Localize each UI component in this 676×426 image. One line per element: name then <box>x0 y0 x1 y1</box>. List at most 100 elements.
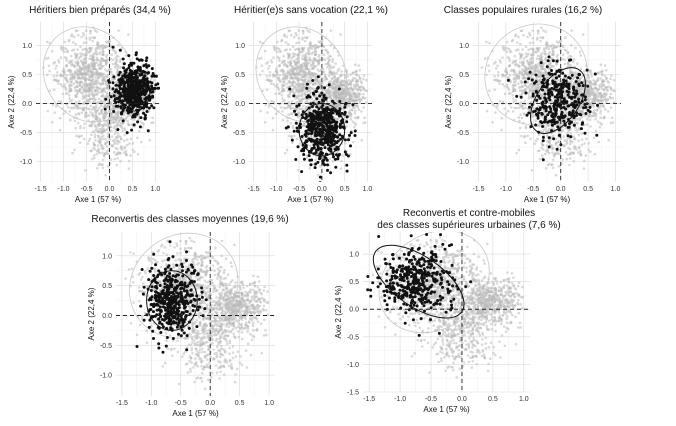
group-point <box>297 103 301 107</box>
background-point <box>291 45 295 49</box>
background-point <box>102 78 105 82</box>
y-axis-label: Axe 2 (22,4 %) <box>220 75 229 128</box>
background-point <box>348 97 351 101</box>
background-point <box>70 98 74 102</box>
group-point <box>343 102 347 106</box>
group-point <box>303 133 307 137</box>
y-tick-label: -1.0 <box>233 159 245 166</box>
background-point <box>73 119 77 123</box>
group-point <box>300 170 304 174</box>
group-point <box>133 100 137 104</box>
background-point <box>97 106 101 110</box>
background-point <box>124 149 128 153</box>
background-point <box>80 35 83 39</box>
background-point <box>78 90 81 93</box>
background-ellipse <box>42 26 135 123</box>
background-point <box>81 48 84 51</box>
background-point <box>291 90 294 93</box>
background-point <box>349 115 353 118</box>
background-point <box>101 158 105 162</box>
background-point <box>102 76 105 80</box>
background-point <box>317 40 321 43</box>
background-point <box>288 91 292 94</box>
background-point <box>263 121 267 124</box>
background-point <box>523 100 527 103</box>
background-point <box>319 79 322 82</box>
background-point <box>151 116 154 120</box>
background-point <box>289 63 292 67</box>
background-point <box>133 150 136 154</box>
background-point <box>349 73 352 76</box>
background-point <box>297 53 301 57</box>
background-point <box>80 111 83 115</box>
background-point <box>334 86 338 89</box>
background-point <box>91 122 94 126</box>
background-point <box>88 137 92 141</box>
background-point <box>96 72 100 76</box>
group-point <box>335 145 339 149</box>
background-point <box>316 68 320 71</box>
background-point <box>271 128 275 132</box>
background-point <box>557 164 561 168</box>
group-point <box>309 117 313 121</box>
background-point <box>329 95 333 99</box>
background-point <box>286 119 289 123</box>
background-point <box>100 135 103 139</box>
background-point <box>99 104 103 107</box>
group-point <box>315 115 319 118</box>
background-point <box>153 78 156 82</box>
group-point <box>117 100 120 104</box>
background-point <box>78 141 82 144</box>
background-point <box>289 73 292 77</box>
background-point <box>290 84 294 87</box>
background-point <box>306 47 310 50</box>
background-point <box>77 135 81 139</box>
background-point <box>358 100 362 104</box>
background-point <box>57 59 60 62</box>
group-point <box>151 94 155 98</box>
group-point <box>323 86 326 90</box>
background-point <box>101 57 104 61</box>
background-point <box>78 67 82 71</box>
group-point <box>150 84 154 88</box>
background-point <box>84 169 87 172</box>
background-point <box>47 64 51 67</box>
background-point <box>274 85 277 88</box>
group-point <box>324 97 328 101</box>
background-point <box>528 34 532 37</box>
background-point <box>328 68 331 71</box>
background-point <box>101 151 104 154</box>
group-point <box>329 171 333 175</box>
background-point <box>114 56 117 60</box>
background-point <box>540 26 543 30</box>
group-point <box>134 92 138 96</box>
group-point <box>309 114 313 118</box>
background-point <box>89 75 92 78</box>
group-point <box>141 101 145 105</box>
background-point <box>581 33 585 36</box>
group-point <box>353 134 357 137</box>
background-point <box>358 92 362 96</box>
background-point <box>121 122 125 125</box>
y-axis-label: Axe 2 (22,4 %) <box>7 75 16 128</box>
background-point <box>342 79 345 83</box>
background-point <box>76 48 79 51</box>
background-point <box>353 77 357 80</box>
background-point <box>310 63 314 66</box>
group-point <box>315 97 319 101</box>
background-point <box>359 89 363 92</box>
panel-1: -1.5 -1.0 -0.5 0.0 0.5 1.01.00.50.0-0.5-1.0Ax… <box>7 5 171 204</box>
group-point <box>292 129 296 133</box>
background-point <box>325 84 329 88</box>
group-point <box>315 105 319 109</box>
background-point <box>85 53 88 57</box>
group-point <box>294 121 298 125</box>
background-point <box>287 95 291 98</box>
background-point <box>289 107 293 110</box>
background-point <box>351 79 354 82</box>
background-point <box>331 60 334 63</box>
background-point <box>105 53 109 57</box>
group-point <box>139 116 143 120</box>
background-point <box>343 142 347 145</box>
background-point <box>304 53 307 56</box>
